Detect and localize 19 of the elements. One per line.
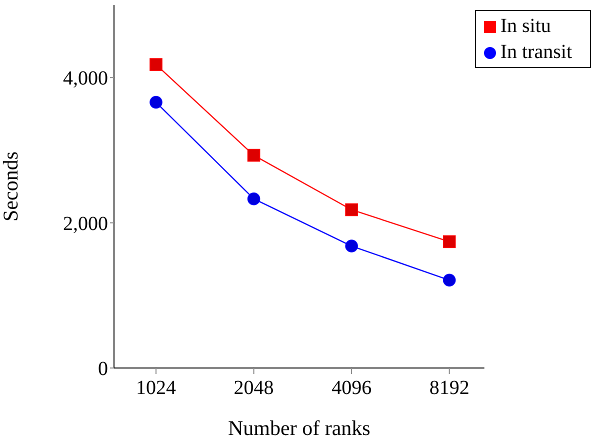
point <box>150 58 162 71</box>
y-axis-title: Seconds <box>0 152 22 222</box>
y-tick-label: 0 <box>98 358 108 380</box>
legend-label: In transit <box>500 41 572 63</box>
point <box>345 240 358 252</box>
legend-label: In situ <box>500 15 551 37</box>
point <box>442 235 456 248</box>
x-axis-title: Number of ranks <box>228 416 370 439</box>
point <box>150 96 162 109</box>
point <box>442 274 456 287</box>
point <box>247 192 260 206</box>
y-tick-label: 4,000 <box>63 68 108 90</box>
x-tick-label: 4096 <box>332 377 372 400</box>
point <box>345 203 358 216</box>
x-tick-label: 1024 <box>136 377 176 400</box>
x-tick-label: 8192 <box>429 377 470 400</box>
x-tick-label: 2048 <box>234 377 274 400</box>
y-tick-label: 2,000 <box>63 212 108 235</box>
point <box>247 148 260 162</box>
